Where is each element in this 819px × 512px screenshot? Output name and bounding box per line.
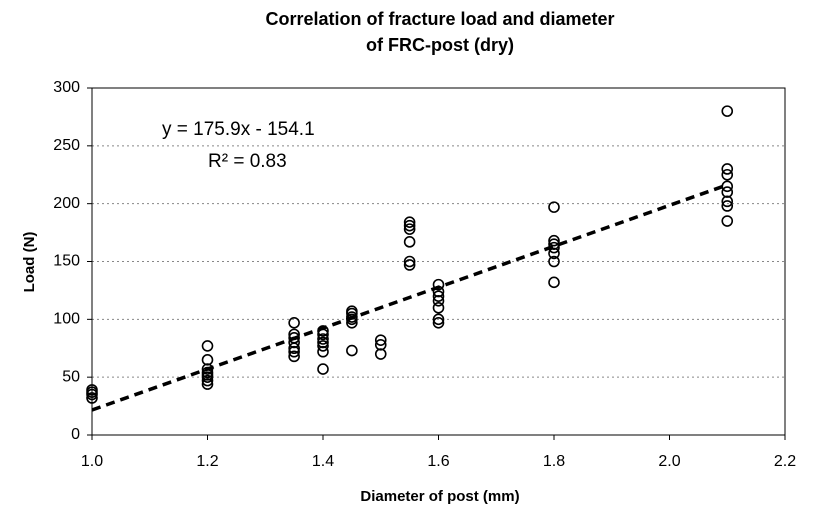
point	[403, 223, 416, 235]
x-tick-label: 1.4	[312, 453, 334, 470]
point	[721, 200, 734, 212]
point	[721, 163, 734, 175]
y-tick-label: 200	[53, 195, 80, 212]
x-axis-label: Diameter of post (mm)	[360, 488, 519, 505]
point	[403, 216, 416, 228]
point	[721, 215, 734, 227]
point	[548, 201, 560, 213]
point	[288, 317, 300, 329]
y-tick-label: 50	[62, 368, 80, 385]
point	[317, 333, 329, 345]
point	[721, 195, 734, 208]
x-tick-label: 1.6	[427, 453, 449, 470]
x-tick-label: 1.8	[543, 453, 565, 470]
y-tick-label: 0	[71, 426, 80, 443]
point	[86, 392, 98, 404]
chart-title: of FRC-post (dry)	[366, 35, 514, 55]
x-tick-label: 1.2	[196, 453, 218, 470]
r-squared: R² = 0.83	[208, 151, 287, 172]
point	[346, 344, 358, 357]
point	[403, 255, 416, 268]
point	[403, 219, 416, 232]
point	[548, 234, 560, 247]
point	[201, 374, 214, 387]
point	[432, 290, 445, 303]
point	[317, 340, 329, 352]
point	[403, 259, 416, 271]
point	[374, 334, 387, 346]
y-tick-label: 100	[53, 311, 80, 328]
x-tick-label: 2.2	[774, 453, 796, 470]
point	[432, 317, 445, 329]
x-tick-label: 2.0	[658, 453, 680, 470]
point	[432, 295, 445, 307]
point	[548, 255, 560, 268]
point	[201, 378, 214, 390]
y-tick-label: 300	[53, 79, 80, 96]
x-tick-label: 1.0	[81, 453, 103, 470]
trendline	[91, 183, 728, 412]
point	[317, 345, 329, 358]
plot-frame	[91, 87, 786, 436]
point	[432, 301, 445, 314]
point	[548, 276, 560, 289]
point	[721, 168, 734, 181]
point	[432, 278, 445, 291]
y-axis-label: Load (N)	[21, 232, 38, 293]
point	[721, 105, 734, 117]
point	[317, 325, 329, 337]
point	[432, 313, 445, 326]
point	[201, 340, 214, 352]
chart-title: Correlation of fracture load and diamete…	[265, 9, 614, 29]
point	[317, 363, 329, 375]
point	[374, 348, 387, 360]
point	[288, 342, 300, 355]
point	[201, 371, 214, 383]
point	[548, 247, 560, 260]
y-tick-label: 250	[53, 137, 80, 154]
point	[86, 384, 98, 396]
equation: y = 175.9x - 154.1	[162, 119, 315, 140]
y-tick-label: 150	[53, 253, 80, 270]
point	[288, 350, 300, 363]
point	[288, 345, 300, 358]
point	[403, 236, 416, 248]
